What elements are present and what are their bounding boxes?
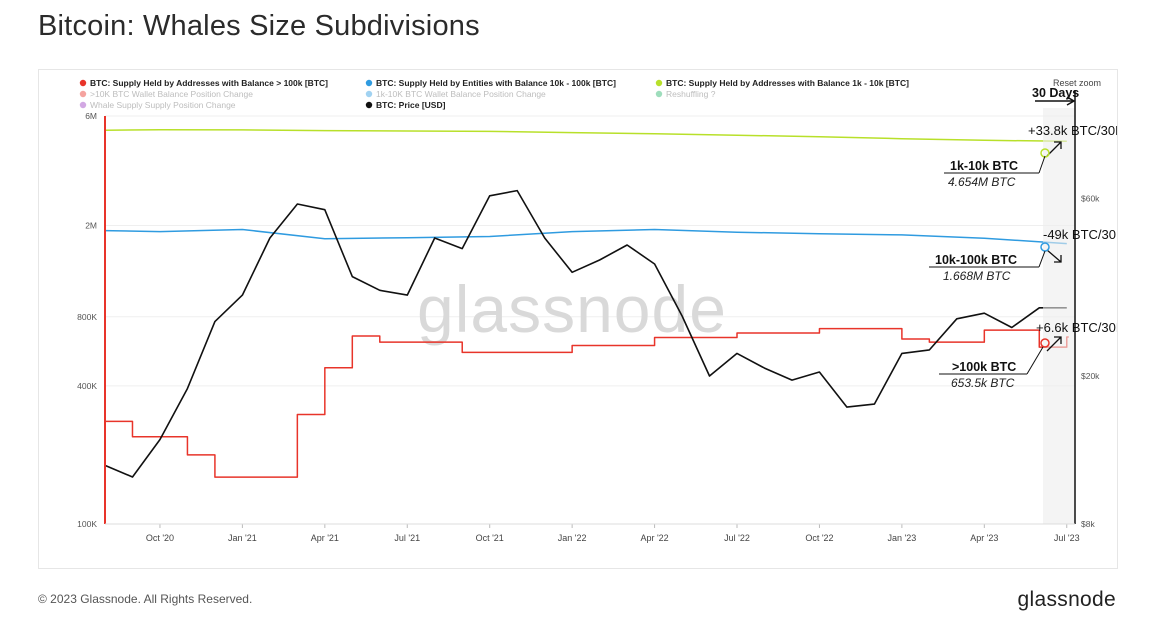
legend: BTC: Supply Held by Addresses with Balan…: [79, 78, 909, 110]
y-right-tick-label: $60k: [1081, 194, 1100, 204]
annotation-1k-value: 4.654M BTC: [948, 175, 1016, 189]
series-line: [104, 189, 1067, 478]
chart-svg: BTC: Supply Held by Addresses with Balan…: [77, 78, 1117, 543]
legend-marker[interactable]: [655, 79, 663, 87]
annotation-100k-label: >100k BTC: [952, 360, 1016, 374]
x-tick-label: Jan '22: [558, 533, 587, 543]
annotation-1k-change: +33.8k BTC/30D: [1028, 123, 1117, 138]
footer-brand-logo: glassnode: [1017, 588, 1116, 611]
x-tick-label: Apr '22: [640, 533, 668, 543]
legend-marker[interactable]: [365, 79, 373, 87]
legend-marker[interactable]: [79, 101, 87, 109]
x-tick-label: Apr '23: [970, 533, 998, 543]
annotation-10k-change: -49k BTC/30D: [1043, 227, 1117, 242]
x-tick-label: Jul '22: [724, 533, 750, 543]
legend-item-label[interactable]: Whale Supply Supply Position Change: [90, 100, 236, 110]
x-tick-label: Oct '20: [146, 533, 174, 543]
last-30-days-band: [1043, 108, 1075, 524]
chart-container: BTC: Supply Held by Addresses with Balan…: [38, 69, 1118, 569]
series-line: [104, 128, 1067, 143]
y-axis-ticks: 6M 2M 800K 400K 100K $60k $20k $8k: [77, 111, 1100, 529]
legend-marker[interactable]: [365, 90, 373, 98]
y-left-tick-label: 6M: [85, 111, 97, 121]
reset-zoom-button[interactable]: Reset zoom: [1053, 78, 1101, 88]
x-tick-label: Oct '21: [476, 533, 504, 543]
legend-marker[interactable]: [365, 101, 373, 109]
legend-item-label[interactable]: BTC: Price [USD]: [376, 100, 446, 110]
watermark: glassnode: [417, 272, 727, 346]
x-axis-ticks: Oct '20 Jan '21 Apr '21 Jul '21 Oct '21 Jan '…: [105, 523, 1080, 543]
x-tick-label: Jul '21: [394, 533, 420, 543]
annotation-10k-value: 1.668M BTC: [943, 269, 1011, 283]
x-tick-label: Apr '21: [311, 533, 339, 543]
y-right-tick-label: $8k: [1081, 519, 1095, 529]
annotation-10k-leader: [1038, 250, 1046, 268]
legend-item-label[interactable]: BTC: Supply Held by Entities with Balanc…: [376, 78, 616, 88]
legend-marker[interactable]: [79, 79, 87, 87]
legend-item-label[interactable]: BTC: Supply Held by Addresses with Balan…: [666, 78, 909, 88]
arrow-100k-icon: [1046, 336, 1062, 352]
series-group: [104, 128, 1069, 478]
y-left-tick-label: 400K: [77, 381, 97, 391]
series-line: [104, 228, 1067, 245]
x-tick-label: Jan '21: [228, 533, 257, 543]
period-label: 30 Days: [1032, 86, 1079, 100]
series-line: [105, 327, 1069, 478]
x-tick-label: Oct '22: [805, 533, 833, 543]
annotation-10k-label: 10k-100k BTC: [935, 253, 1017, 267]
legend-item-label[interactable]: >10K BTC Wallet Balance Position Change: [90, 89, 253, 99]
x-tick-label: Jan '23: [888, 533, 917, 543]
annotation-1k-leader: [1038, 155, 1046, 174]
annotation-100k-value: 653.5k BTC: [951, 376, 1015, 390]
legend-item-label[interactable]: 1k-10K BTC Wallet Balance Position Chang…: [376, 89, 546, 99]
footer-copyright: © 2023 Glassnode. All Rights Reserved.: [38, 592, 253, 606]
legend-marker[interactable]: [79, 90, 87, 98]
annotation-100k-leader: [1026, 346, 1044, 375]
x-tick-label: Jul '23: [1054, 533, 1080, 543]
arrow-10k-icon: [1046, 249, 1062, 263]
annotation-100k-change: +6.6k BTC/30D: [1036, 320, 1117, 335]
period-arrow-head: [1066, 96, 1076, 106]
annotation-1k-label: 1k-10k BTC: [950, 159, 1018, 173]
legend-item-label[interactable]: BTC: Supply Held by Addresses with Balan…: [90, 78, 328, 88]
page-title: Bitcoin: Whales Size Subdivisions: [38, 10, 480, 42]
marker-100k: [1040, 338, 1050, 348]
legend-item-label[interactable]: Reshuffling ?: [666, 89, 716, 99]
y-left-tick-label: 800K: [77, 312, 97, 322]
y-right-tick-label: $20k: [1081, 371, 1100, 381]
y-left-tick-label: 100K: [77, 519, 97, 529]
legend-marker[interactable]: [655, 90, 663, 98]
y-left-tick-label: 2M: [85, 220, 97, 230]
